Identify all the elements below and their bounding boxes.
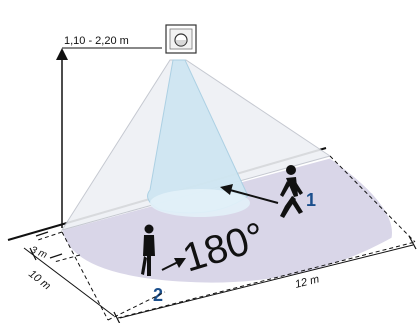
- person-2-number: 2: [153, 285, 163, 305]
- person-1-icon: [280, 165, 303, 218]
- arrow-1-icon: [220, 184, 233, 195]
- arrow-1-line: [229, 189, 279, 204]
- height-arrow-icon: [56, 48, 68, 60]
- width-label: 12 m: [294, 273, 321, 291]
- width-dimension-line: [119, 244, 414, 319]
- depth-label: 10 m: [26, 268, 53, 293]
- person-1-number: 1: [306, 190, 316, 210]
- dimension-ticks: [29, 231, 417, 323]
- near-depth-label: 3 m: [29, 245, 49, 261]
- dimension-lines: [37, 155, 416, 321]
- arrow-2-line: [161, 261, 179, 271]
- motion-sensor-icon: [165, 24, 197, 54]
- person-2-icon: [141, 224, 155, 276]
- depth-dimension-line: [23, 247, 115, 317]
- arrow-2-icon: [174, 258, 186, 268]
- inner-cone-floor: [150, 189, 250, 217]
- height-label: 1,10 - 2,20 m: [64, 35, 129, 47]
